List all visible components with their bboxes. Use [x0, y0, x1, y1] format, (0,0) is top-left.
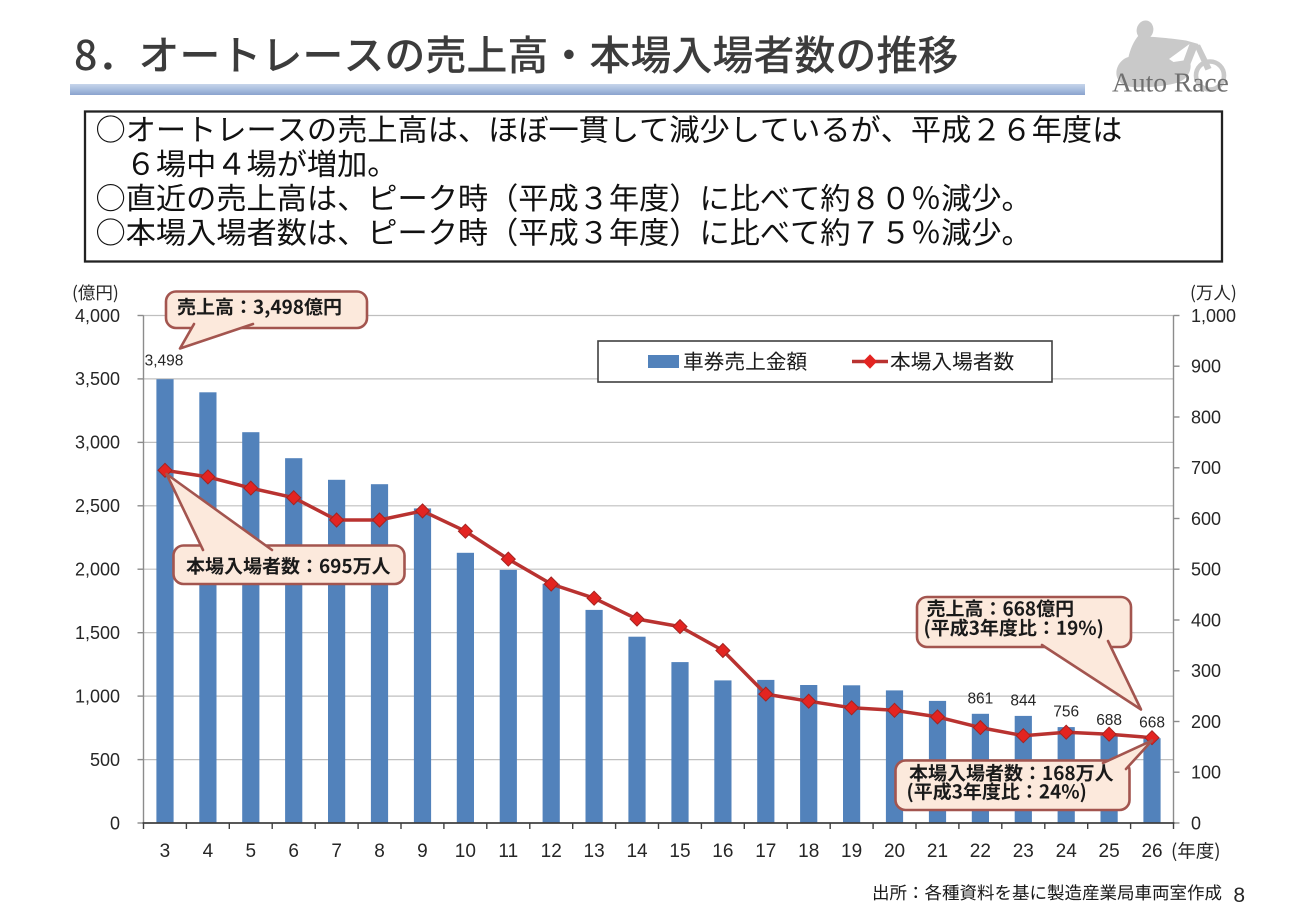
svg-text:800: 800 [1191, 407, 1221, 427]
svg-text:600: 600 [1191, 509, 1221, 529]
svg-text:14: 14 [626, 841, 648, 862]
svg-text:688: 688 [1096, 712, 1122, 729]
svg-text:3: 3 [160, 841, 171, 862]
svg-text:26: 26 [1141, 841, 1162, 862]
svg-text:21: 21 [927, 841, 948, 862]
svg-text:500: 500 [1191, 560, 1221, 580]
svg-text:22: 22 [970, 841, 991, 862]
svg-text:8: 8 [374, 841, 385, 862]
svg-text:Auto Race: Auto Race [1112, 67, 1229, 98]
svg-text:844: 844 [1010, 692, 1036, 709]
svg-text:1,000: 1,000 [1191, 306, 1236, 326]
svg-text:756: 756 [1053, 704, 1079, 721]
svg-text:16: 16 [712, 841, 733, 862]
svg-text:861: 861 [967, 690, 993, 707]
svg-text:400: 400 [1191, 610, 1221, 630]
svg-text:23: 23 [1013, 841, 1034, 862]
svg-text:3,498: 3,498 [145, 353, 184, 370]
svg-text:2,500: 2,500 [75, 496, 120, 516]
svg-text:700: 700 [1191, 458, 1221, 478]
svg-text:8: 8 [1233, 884, 1245, 907]
svg-text:900: 900 [1191, 357, 1221, 377]
svg-text:18: 18 [798, 841, 819, 862]
svg-text:9: 9 [417, 841, 428, 862]
svg-text:3,500: 3,500 [75, 369, 120, 389]
svg-text:10: 10 [455, 841, 476, 862]
svg-text:1,500: 1,500 [75, 623, 120, 643]
svg-text:4,000: 4,000 [75, 306, 120, 326]
svg-text:668: 668 [1139, 715, 1165, 732]
svg-text:15: 15 [669, 841, 690, 862]
svg-text:0: 0 [1191, 813, 1201, 833]
svg-text:20: 20 [884, 841, 905, 862]
svg-text:11: 11 [498, 841, 518, 862]
svg-text:12: 12 [541, 841, 562, 862]
svg-text:24: 24 [1056, 841, 1078, 862]
svg-text:4: 4 [203, 841, 214, 862]
svg-text:25: 25 [1099, 841, 1120, 862]
svg-text:7: 7 [331, 841, 342, 862]
svg-text:500: 500 [90, 750, 120, 770]
svg-text:200: 200 [1191, 712, 1221, 732]
svg-text:17: 17 [755, 841, 776, 862]
svg-text:100: 100 [1191, 763, 1221, 783]
svg-text:13: 13 [584, 841, 605, 862]
svg-text:19: 19 [841, 841, 862, 862]
svg-text:6: 6 [288, 841, 299, 862]
svg-text:0: 0 [110, 813, 120, 833]
svg-text:300: 300 [1191, 661, 1221, 681]
svg-text:1,000: 1,000 [75, 686, 120, 706]
svg-text:3,000: 3,000 [75, 433, 120, 453]
svg-text:5: 5 [246, 841, 257, 862]
svg-text:2,000: 2,000 [75, 560, 120, 580]
